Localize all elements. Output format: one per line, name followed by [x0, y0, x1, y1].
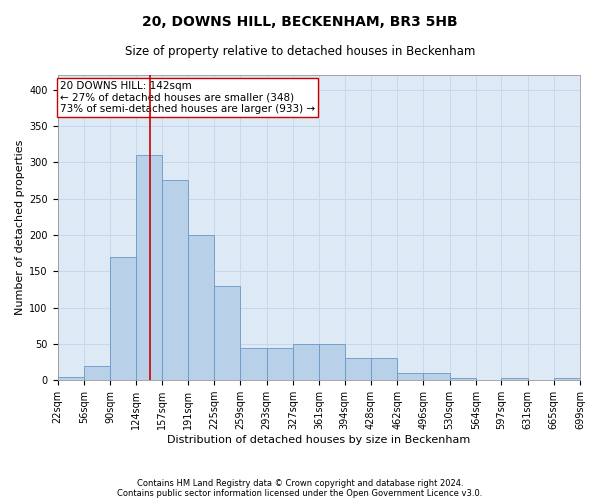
Text: 20, DOWNS HILL, BECKENHAM, BR3 5HB: 20, DOWNS HILL, BECKENHAM, BR3 5HB	[142, 15, 458, 29]
Bar	[371, 358, 397, 380]
Bar	[241, 348, 266, 380]
Bar	[293, 344, 319, 380]
Bar	[58, 376, 84, 380]
Bar	[319, 344, 344, 380]
Bar	[397, 373, 424, 380]
Text: 20 DOWNS HILL: 142sqm
← 27% of detached houses are smaller (348)
73% of semi-det: 20 DOWNS HILL: 142sqm ← 27% of detached …	[60, 81, 315, 114]
Y-axis label: Number of detached properties: Number of detached properties	[15, 140, 25, 316]
Text: Size of property relative to detached houses in Beckenham: Size of property relative to detached ho…	[125, 45, 475, 58]
Bar	[424, 373, 449, 380]
Bar	[136, 155, 162, 380]
Bar	[110, 256, 136, 380]
Bar	[501, 378, 527, 380]
Bar	[449, 378, 476, 380]
Bar	[84, 366, 110, 380]
Bar	[344, 358, 371, 380]
Bar	[162, 180, 188, 380]
Bar	[188, 235, 214, 380]
Bar	[266, 348, 293, 380]
Bar	[554, 378, 580, 380]
Text: Contains public sector information licensed under the Open Government Licence v3: Contains public sector information licen…	[118, 488, 482, 498]
Text: Contains HM Land Registry data © Crown copyright and database right 2024.: Contains HM Land Registry data © Crown c…	[137, 478, 463, 488]
X-axis label: Distribution of detached houses by size in Beckenham: Distribution of detached houses by size …	[167, 435, 470, 445]
Bar	[214, 286, 241, 380]
